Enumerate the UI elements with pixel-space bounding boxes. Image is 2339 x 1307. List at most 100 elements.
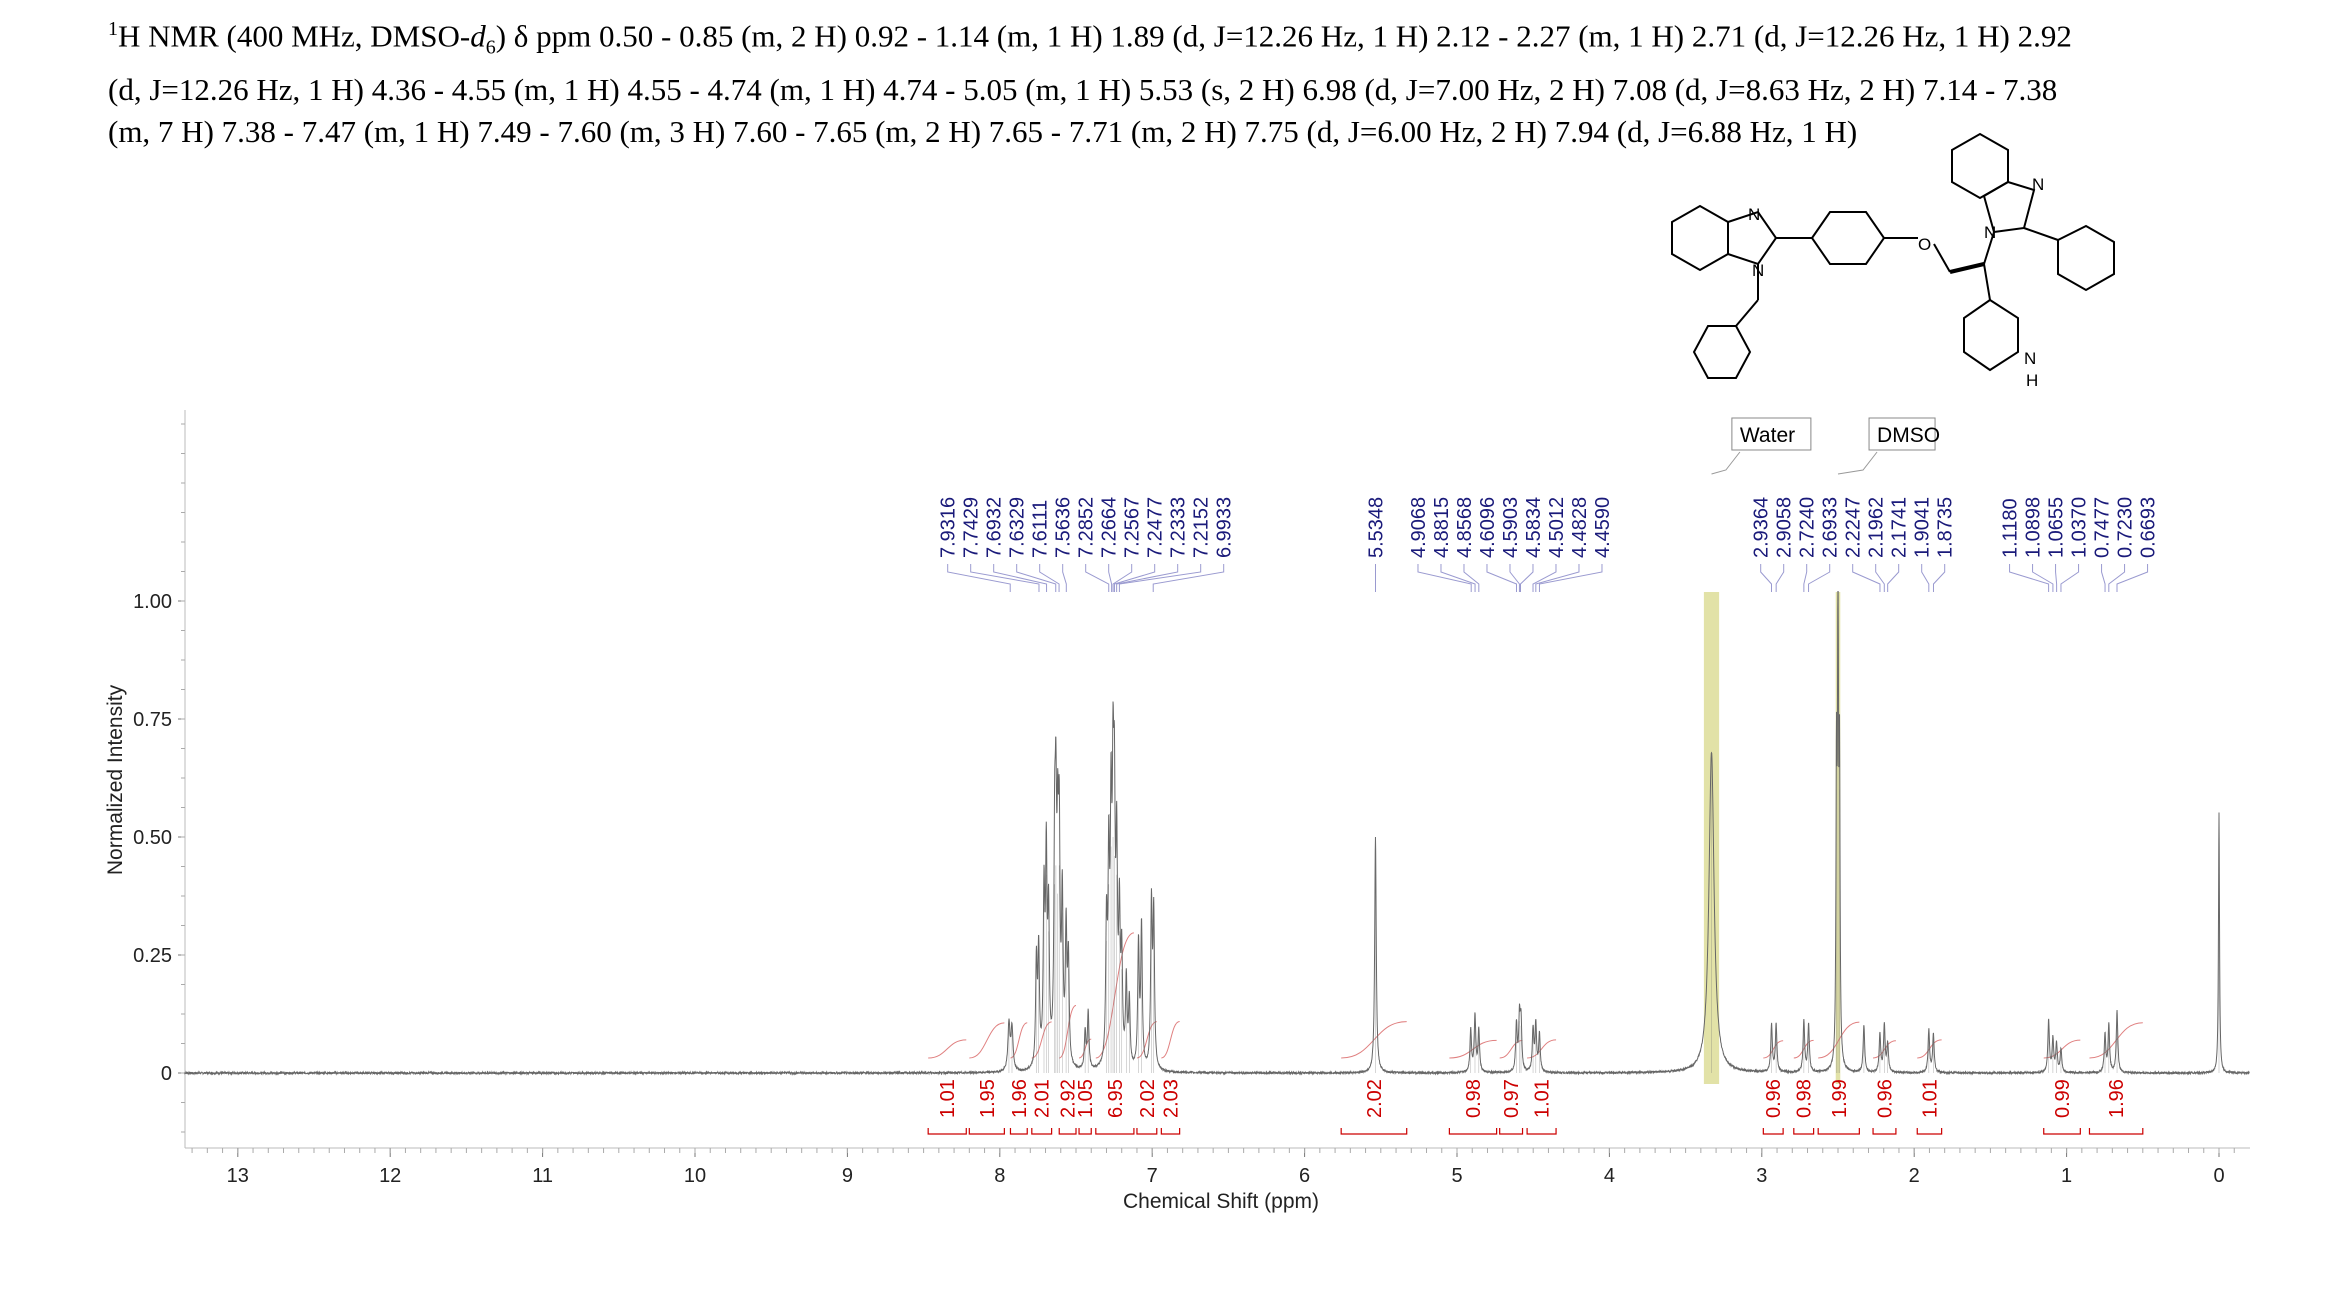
peak-label-leader [2032,564,2054,592]
integral-bracket [1448,1128,1498,1135]
nmr-description: 1H NMR (400 MHz, DMSO-d6) δ ppm 0.50 - 0… [108,8,2308,153]
integral-curve [1449,1039,1497,1059]
peak-label-leader [1921,564,1930,592]
peak-label: 4.8568 [1454,497,1476,558]
description-line-2: (d, J=12.26 Hz, 1 H) 4.36 - 4.55 (m, 1 H… [108,71,2058,107]
spectrum-layer [184,591,2250,1076]
integral-curve [1763,1040,1784,1059]
peak-label: 7.6932 [984,497,1006,558]
peak-label: 2.9364 [1751,497,1773,558]
peak-label: 0.6693 [2138,497,2160,558]
x-axis-title: Chemical Shift (ppm) [1123,1190,1319,1213]
integral-curve [1341,1021,1407,1059]
integral-value: 1.95 [977,1079,999,1118]
peak-label: 4.5903 [1500,497,1522,558]
integral-curve [1031,1021,1052,1059]
peak-label: 4.6096 [1477,497,1499,558]
description-line-3: (m, 7 H) 7.38 - 7.47 (m, 1 H) 7.49 - 7.6… [108,113,1858,149]
atom-label: N [1748,205,1760,224]
peak-label-leader [1417,564,1472,592]
x-tick-label: 10 [684,1165,706,1187]
integral-curve [1058,1004,1077,1059]
peak-label-leader [2101,564,2106,592]
peak-label-leader [1535,564,1580,592]
peak-label: 1.0898 [2023,497,2045,558]
integral-bracket [1499,1128,1524,1135]
peak-label-leader [1062,564,1067,592]
integral-bracket [1136,1128,1158,1135]
molecule-atom-labels: N N O N N N H [1748,175,2044,390]
integral-bracket [927,1128,967,1135]
peak-label: 7.2852 [1076,497,1098,558]
peak-label: 1.9041 [1912,497,1934,558]
integral-bracket [1078,1128,1092,1135]
peak-label-leader [2116,564,2149,592]
peak-label: 7.2567 [1122,497,1144,558]
peak-label-leader [1875,564,1885,592]
peak-label: 4.5012 [1546,497,1568,558]
integral-value: 1.01 [1919,1079,1941,1118]
integral-bracket [2043,1128,2081,1135]
integral-bracket [1095,1128,1135,1135]
atom-label: O [1918,235,1931,254]
atom-label: H [2026,371,2038,390]
integral-curve [1095,932,1135,1059]
chiral-bond-1 [1949,262,1985,274]
peak-label-leader [993,564,1048,592]
x-tick-label: 7 [1147,1165,1158,1187]
peak-label: 4.5834 [1523,497,1545,558]
description-line-1-start: H NMR (400 MHz, DMSO- [118,18,471,54]
benzimidazole-2-benzene-ring [1951,132,2009,200]
integral-curve [969,1022,1005,1059]
integral-bracket [1031,1128,1053,1135]
atom-label: N [2032,175,2044,194]
integral-bracket [1872,1128,1897,1135]
integral-value: 0.97 [1501,1079,1523,1118]
integral-bracket [1058,1128,1077,1135]
x-tick-label: 0 [2213,1165,2224,1187]
peak-label-leader [1085,564,1110,592]
integral-value: 2.02 [1137,1079,1159,1118]
peak-label: 2.7240 [1797,497,1819,558]
solvent-label: Water [1740,424,1795,447]
peak-label: 7.2152 [1191,497,1213,558]
peak-label-leader [1852,564,1881,592]
integral-bracket [1817,1128,1860,1135]
integral-value: 1.01 [1532,1079,1554,1118]
peak-label: 2.2247 [1843,497,1865,558]
peak-label-leader [1016,564,1057,592]
x-tick-label: 8 [994,1165,1005,1187]
integral-value: 0.96 [1874,1079,1896,1118]
nucleus-mass: 1 [108,18,118,40]
peak-label-leader [1112,564,1133,592]
x-tick-label: 12 [379,1165,401,1187]
integral-curve [1136,1021,1157,1059]
atom-label: N [1752,261,1764,280]
peak-label-leader [2009,564,2050,592]
peak-label: 7.9316 [938,497,960,558]
peak-label: 1.0370 [2069,497,2091,558]
peak-label-leader [1760,564,1772,592]
peak-label: 4.4590 [1592,497,1614,558]
integral-value: 2.92 [1058,1079,1080,1118]
peak-label-leader [1808,564,1831,592]
integral-value: 0.98 [1463,1079,1485,1118]
description-line-1-end: ) δ ppm 0.50 - 0.85 (m, 2 H) 0.92 - 1.14… [495,18,2072,54]
solvent-label-leader [1711,451,1741,475]
peak-label-leader [1152,564,1225,592]
peak-label-leader [1887,564,1900,592]
atom-label: N [2024,349,2036,368]
peak-label: 4.8815 [1431,497,1453,558]
peak-label-leader [1932,564,1946,592]
peak-label: 2.1962 [1866,497,1888,558]
peak-label: 7.2333 [1168,497,1190,558]
peak-label-leader [1113,564,1156,592]
solvent-label-box [1868,417,1936,451]
peak-label-leader [1463,564,1480,592]
integral-value: 1.96 [2106,1079,2128,1118]
peak-label-leader [1118,564,1202,592]
x-tick-label: 2 [1909,1165,1920,1187]
peak-label: 7.7429 [961,497,983,558]
x-tick-label: 3 [1756,1165,1767,1187]
x-tick-label: 11 [532,1165,553,1187]
